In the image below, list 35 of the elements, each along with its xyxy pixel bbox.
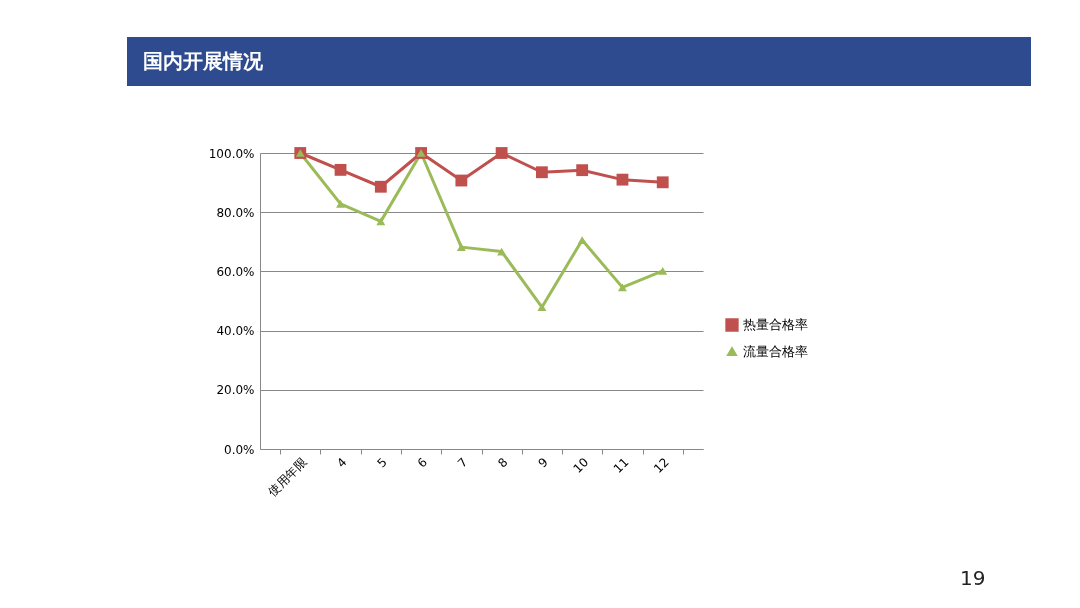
y-tick-label: 20.0% bbox=[216, 383, 255, 398]
point bbox=[456, 243, 466, 251]
x-tick-label: 5 bbox=[374, 455, 390, 471]
point bbox=[617, 283, 627, 292]
x-tick-label: 9 bbox=[535, 455, 551, 471]
point bbox=[616, 173, 629, 186]
text: 19 bbox=[960, 566, 986, 590]
y-tick-label: 100.0% bbox=[208, 146, 255, 161]
y-tick-label: 60.0% bbox=[216, 264, 255, 279]
point bbox=[537, 303, 547, 312]
x-tick-label: 6 bbox=[414, 455, 431, 471]
x-tick-label: 7 bbox=[455, 455, 471, 471]
point bbox=[576, 164, 589, 177]
x-tick-label: 10 bbox=[570, 455, 592, 476]
x-tick-label: 8 bbox=[495, 455, 511, 471]
point bbox=[376, 217, 386, 226]
x-tick-label: 4 bbox=[334, 455, 350, 471]
y-tick-label: 0.0% bbox=[224, 442, 255, 457]
x-tick-label: 使用年限 bbox=[265, 455, 310, 499]
x-tick-label: 11 bbox=[610, 455, 632, 476]
point bbox=[495, 147, 508, 159]
point bbox=[577, 236, 587, 244]
y-tick-label: 40.0% bbox=[216, 324, 255, 339]
point bbox=[336, 200, 346, 208]
x-tick-label: 12 bbox=[651, 455, 672, 476]
point bbox=[374, 180, 387, 193]
point bbox=[658, 266, 668, 275]
legend-label: 热量合格率 bbox=[743, 317, 808, 332]
point bbox=[455, 174, 468, 187]
chart-title: 国内开展情况 bbox=[127, 37, 1031, 86]
point bbox=[656, 176, 669, 189]
point bbox=[334, 163, 347, 176]
y-tick-label: 80.0% bbox=[216, 205, 255, 220]
legend-label: 流量合格率 bbox=[743, 343, 808, 359]
point bbox=[535, 166, 548, 179]
